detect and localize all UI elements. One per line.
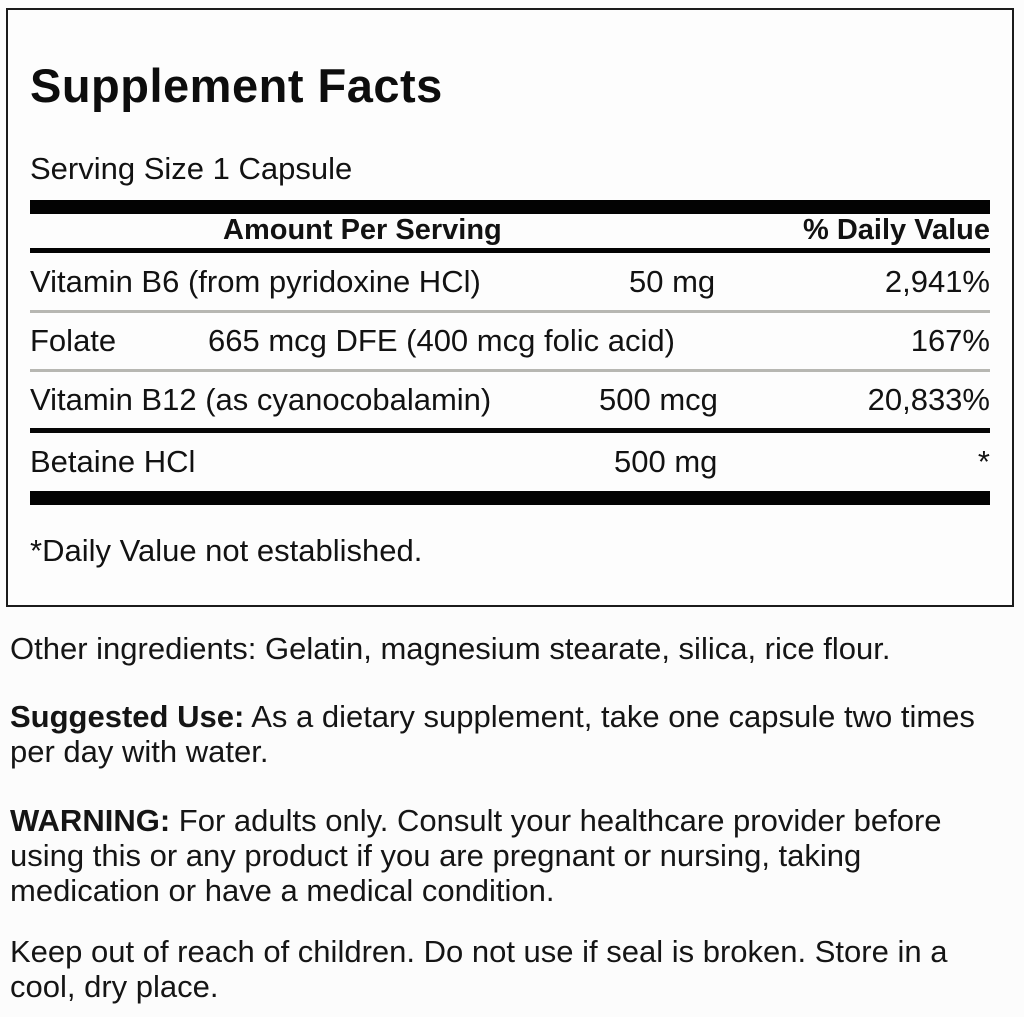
ingredient-amount: 500 mg <box>614 444 718 479</box>
ingredient-daily-value: * <box>977 444 990 479</box>
suggested-use: Suggested Use: As a dietary supplement, … <box>10 699 1014 769</box>
ingredient-amount: 500 mcg <box>599 382 718 417</box>
table-row: Folate 665 mcg DFE (400 mcg folic acid) … <box>30 313 990 369</box>
header-daily-value: % Daily Value <box>803 214 990 246</box>
row-separator <box>30 369 990 372</box>
suggested-use-label: Suggested Use: <box>10 699 245 734</box>
thick-divider-top <box>30 200 990 214</box>
table-row: Vitamin B12 (as cyanocobalamin) 500 mcg … <box>30 372 990 428</box>
table-header-row: Amount Per Serving % Daily Value <box>30 214 990 248</box>
other-ingredients: Other ingredients: Gelatin, magnesium st… <box>10 631 891 666</box>
header-amount-per-serving: Amount Per Serving <box>223 214 502 246</box>
warning: WARNING: For adults only. Consult your h… <box>10 803 1014 908</box>
thick-divider-bottom <box>30 491 990 505</box>
storage-instructions: Keep out of reach of children. Do not us… <box>10 934 948 1004</box>
warning-text: For adults only. Consult your healthcare… <box>10 803 942 908</box>
label-body-text: Other ingredients: Gelatin, magnesium st… <box>10 631 1014 1004</box>
ingredient-daily-value: 20,833% <box>867 382 990 417</box>
panel-title: Supplement Facts <box>30 59 443 112</box>
table-row: Betaine HCl 500 mg * <box>30 433 990 491</box>
ingredient-daily-value: 2,941% <box>884 263 990 299</box>
ingredient-amount: 665 mcg DFE (400 mcg folic acid) <box>208 323 675 358</box>
ingredient-daily-value: 167% <box>910 323 990 358</box>
header-rule <box>30 248 990 253</box>
ingredient-name: Vitamin B6 (from pyridoxine HCl) <box>30 263 481 299</box>
serving-size: Serving Size 1 Capsule <box>30 151 353 186</box>
suggested-use-text: As a dietary supplement, take one capsul… <box>10 699 975 769</box>
supplement-facts-panel: Supplement Facts Serving Size 1 Capsule … <box>6 8 1014 607</box>
ingredient-name: Betaine HCl <box>30 444 196 479</box>
daily-value-footnote: *Daily Value not established. <box>30 533 423 568</box>
row-separator <box>30 310 990 313</box>
warning-label: WARNING: <box>10 803 171 838</box>
ingredient-amount: 50 mg <box>629 263 716 299</box>
row-separator-dark <box>30 428 990 433</box>
ingredient-name: Vitamin B12 (as cyanocobalamin) <box>30 382 492 417</box>
ingredient-name: Folate <box>30 323 117 358</box>
table-row: Vitamin B6 (from pyridoxine HCl) 50 mg 2… <box>30 253 990 310</box>
